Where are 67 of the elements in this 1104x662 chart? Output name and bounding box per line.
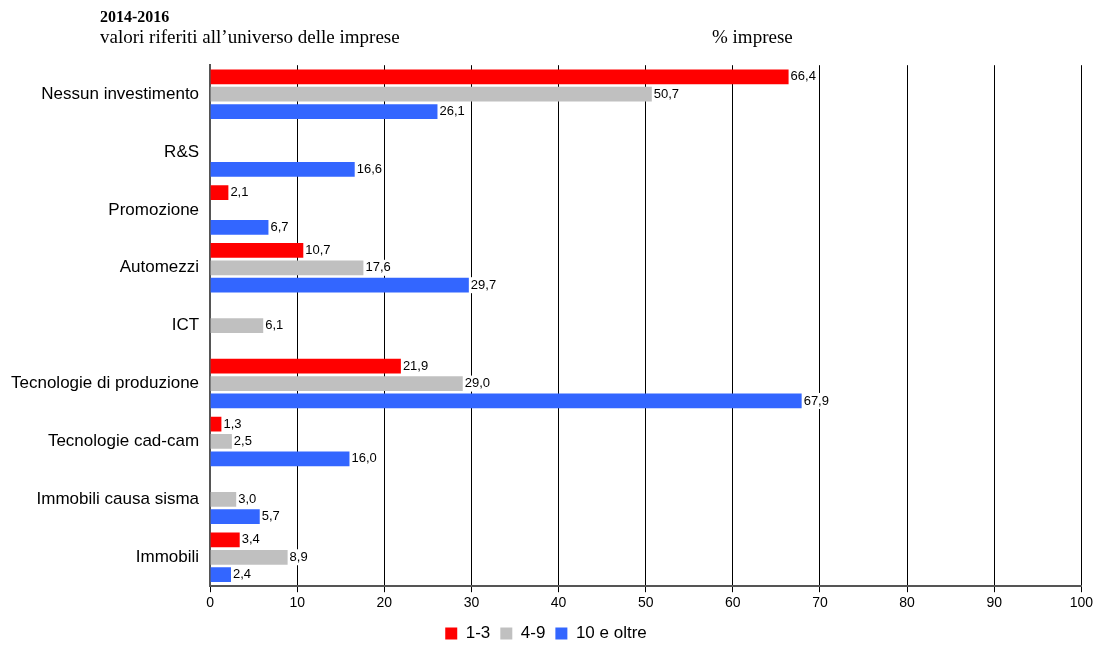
x-tick-label: 100 [1069, 594, 1094, 611]
data-label: 16,0 [351, 450, 377, 466]
x-tick-label: 80 [899, 594, 916, 611]
x-tick-label: 70 [812, 594, 828, 611]
x-tick-label: 0 [206, 594, 215, 611]
data-label: 8,9 [289, 548, 308, 564]
bar [210, 69, 789, 85]
x-tick-label: 20 [376, 594, 393, 611]
data-label: 5,7 [261, 508, 280, 524]
data-label: 16,6 [356, 160, 383, 176]
bar [210, 86, 652, 102]
bar [210, 185, 229, 200]
bar [210, 219, 269, 235]
data-label: 3,0 [238, 490, 257, 506]
chart-subtitle: valori riferiti all’universo delle imprese [100, 26, 401, 48]
x-tick-label: 50 [637, 594, 654, 611]
chart-title: 2014-2016 [99, 8, 171, 26]
data-label: 2,4 [232, 566, 252, 582]
y-tick-label: ICT [171, 315, 200, 335]
y-tick-label: Immobili [135, 546, 200, 566]
data-label: 2,5 [233, 433, 252, 449]
bar [210, 549, 288, 565]
data-label: 66,4 [790, 68, 816, 84]
data-label: 10,7 [305, 242, 331, 258]
x-tick-label: 60 [725, 594, 741, 611]
y-tick-label: Tecnologie di produzione [10, 373, 200, 393]
y-tick-label: Immobili causa sisma [36, 489, 200, 509]
y-tick-label: R&S [164, 141, 200, 161]
text: % imprese [712, 26, 793, 48]
data-label: 1,3 [223, 415, 242, 431]
x-tick-label: 40 [550, 594, 567, 611]
data-label: 26,1 [439, 103, 465, 119]
legend-label: 4-9 [520, 623, 546, 643]
bar [210, 567, 231, 582]
data-label: 6,1 [265, 317, 284, 333]
x-tick-label: 90 [986, 594, 1003, 611]
data-label: 6,7 [270, 218, 289, 234]
bar [210, 104, 438, 119]
bar [210, 243, 304, 258]
bar [210, 509, 260, 525]
bar [210, 451, 350, 467]
bar [210, 434, 232, 449]
bar [210, 532, 240, 548]
data-label: 29,0 [464, 375, 491, 391]
bar [210, 277, 469, 293]
legend-label: 10 e oltre [575, 623, 647, 643]
bar [210, 260, 364, 276]
bar [210, 491, 237, 507]
data-label: 67,9 [803, 392, 829, 408]
x-tick-label: 10 [289, 594, 306, 611]
bar [210, 376, 463, 391]
data-label: 29,7 [470, 276, 497, 292]
y-tick-label: Nessun investimento [41, 83, 200, 103]
data-label: 50,7 [653, 85, 680, 101]
data-label: 17,6 [365, 259, 391, 275]
bar [210, 358, 401, 374]
legend-label: 1-3 [465, 623, 491, 643]
x-tick-label: 30 [463, 594, 480, 611]
data-label: 2,1 [230, 184, 249, 200]
bar [210, 318, 264, 334]
data-label: 21,9 [402, 357, 429, 373]
bar [210, 162, 355, 177]
y-tick-label: Tecnologie cad-cam [47, 431, 200, 451]
data-label: 3,4 [241, 531, 260, 547]
y-tick-label: Promozione [108, 199, 200, 219]
bar [210, 393, 802, 409]
y-tick-label: Automezzi [119, 257, 200, 277]
